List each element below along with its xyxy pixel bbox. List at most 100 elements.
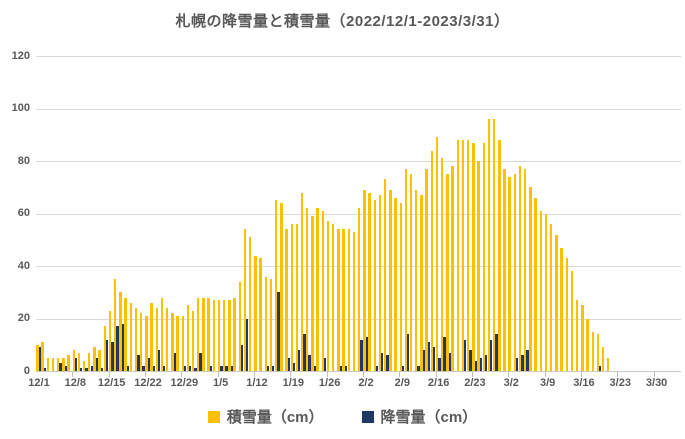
bar-snow-depth [487, 119, 491, 371]
x-tick-label: 12/22 [134, 377, 162, 389]
x-tickmark [217, 372, 219, 377]
bar-snowfall [142, 365, 145, 371]
bar-snowfall [381, 352, 384, 371]
bar-snow-depth [290, 224, 293, 371]
bar-snowfall [241, 344, 244, 371]
bar-snowfall [303, 334, 306, 371]
bar-snowfall [308, 355, 311, 371]
bar-snowfall [422, 350, 425, 371]
bar-snow-depth [399, 203, 402, 371]
bar-snow-depth [280, 203, 283, 371]
x-tick-label: 1/5 [212, 377, 229, 389]
bar-snowfall [324, 357, 327, 371]
legend-item-snowfall: 降雪量（cm） [361, 406, 477, 427]
x-tick-label: 12/1 [28, 377, 50, 389]
bar-snow-depth [430, 150, 434, 371]
bar-snow-depth [56, 357, 60, 371]
bar-snowfall [266, 365, 270, 371]
bar-snow-depth [295, 224, 299, 371]
x-tickmark [362, 372, 364, 377]
bar-snow-depth [466, 140, 470, 371]
bar-snow-depth [150, 302, 153, 371]
bar-snow-depth [570, 271, 574, 371]
bar-snow-depth [508, 176, 511, 371]
bar-snow-depth [409, 174, 413, 371]
bar-snow-depth [108, 310, 112, 371]
bar-snow-depth [191, 310, 195, 371]
bar-snow-depth [425, 168, 428, 371]
bar-snow-depth [62, 357, 65, 371]
bar-snowfall [157, 350, 161, 371]
bar-snow-depth [72, 350, 75, 371]
bar-snow-depth [274, 200, 278, 371]
bar-snowfall [298, 350, 301, 371]
x-tick-label: 3/2 [503, 377, 519, 389]
bar-snow-depth [207, 297, 210, 371]
bar-snow-depth [165, 308, 169, 371]
x-tickmark [653, 372, 655, 377]
bar-snow-depth [342, 229, 345, 371]
y-tick-label: 100 [11, 102, 30, 114]
bar-snow-depth [306, 208, 309, 371]
bar-snowfall [495, 334, 498, 371]
bar-snow-depth [420, 195, 423, 371]
x-tick-label: 3/30 [645, 377, 668, 389]
bar-snow-depth [357, 208, 361, 371]
bar-snow-depth [565, 258, 568, 371]
y-tick-label: 40 [17, 259, 30, 272]
bar-snow-depth [36, 344, 39, 371]
bar-snowfall [526, 350, 529, 371]
x-tickmark [544, 372, 546, 377]
bar-snow-depth [477, 161, 480, 371]
x-tick-label: 1/26 [318, 377, 341, 389]
bar-snow-depth [601, 347, 605, 371]
bar-snowfall [516, 357, 519, 371]
bar-snow-depth [503, 168, 506, 371]
bar-snow-depth [233, 297, 236, 371]
bar-snow-depth [98, 350, 101, 371]
bar-snow-depth [285, 229, 288, 371]
bar-snow-depth [534, 197, 537, 371]
gridline [36, 56, 681, 57]
bar-snow-depth [103, 326, 107, 371]
bar-snow-depth [238, 281, 241, 371]
bar-snowfall [43, 368, 47, 371]
bar-snowfall [147, 357, 150, 371]
x-tickmark [508, 372, 510, 377]
bar-snow-depth [269, 279, 273, 371]
x-tickmark [181, 372, 183, 377]
bar-snow-depth [394, 197, 397, 371]
x-tickmark [399, 372, 401, 377]
bar-snow-depth [482, 142, 485, 371]
bar-snow-depth [451, 166, 454, 371]
bar-snowfall [209, 365, 213, 371]
bar-snow-depth [181, 315, 184, 371]
x-tick-label: 1/12 [246, 377, 268, 389]
bar-snowfall [100, 368, 104, 371]
snowfall-swatch-icon [361, 410, 374, 423]
bar-snowfall [126, 365, 130, 371]
x-tick-label: 2/9 [394, 377, 410, 389]
x-tick-label: 3/16 [573, 377, 595, 389]
x-tickmark [290, 372, 292, 377]
bar-snowfall [230, 365, 233, 371]
bar-snow-depth [337, 229, 340, 371]
bar-snow-depth [550, 224, 553, 371]
bar-snowfall [111, 342, 114, 371]
bar-snowfall [183, 365, 187, 371]
bar-snowfall [464, 339, 467, 371]
bar-snow-depth [316, 208, 319, 371]
x-tick-label: 3/23 [609, 377, 631, 389]
bar-snow-depth [155, 308, 158, 371]
bar-snow-depth [492, 119, 496, 371]
bar-snowfall [443, 336, 446, 371]
x-tickmark [253, 372, 255, 377]
bar-snow-depth [82, 360, 86, 371]
bar-snowfall [90, 365, 93, 371]
bar-snow-depth [124, 297, 127, 371]
bar-snow-depth [555, 234, 558, 371]
bar-snow-depth [581, 305, 584, 371]
bar-snow-depth [114, 279, 117, 371]
gridline [36, 108, 681, 110]
